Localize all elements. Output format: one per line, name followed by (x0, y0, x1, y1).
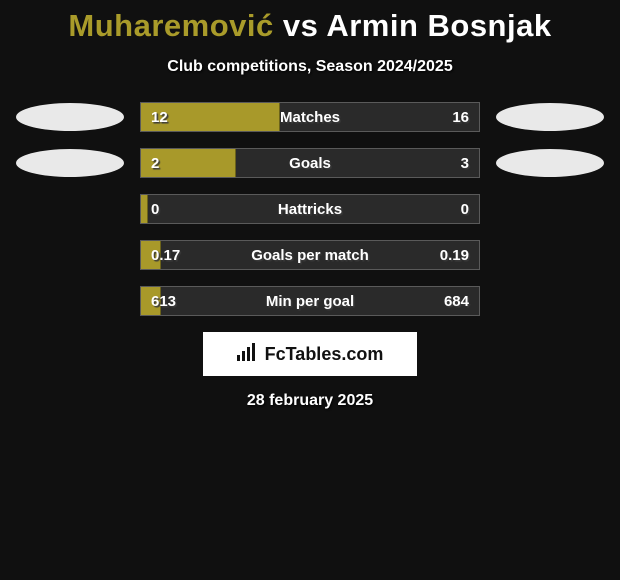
subtitle: Club competitions, Season 2024/2025 (0, 58, 620, 76)
stat-row: 2Goals3 (0, 148, 620, 178)
bars-icon (237, 343, 259, 366)
stat-label: Matches (141, 103, 479, 131)
stat-value-right: 0 (461, 195, 469, 223)
player1-marker (16, 149, 124, 177)
title-vs: vs (283, 8, 318, 43)
stat-value-right: 0.19 (440, 241, 469, 269)
branding-text: FcTables.com (265, 344, 384, 365)
player2-marker (496, 149, 604, 177)
stat-value-right: 684 (444, 287, 469, 315)
stat-bar: 0Hattricks0 (140, 194, 480, 224)
stat-value-right: 3 (461, 149, 469, 177)
stat-bar: 0.17Goals per match0.19 (140, 240, 480, 270)
stat-rows: 12Matches16 2Goals3 0Hattricks0 0.17Goals p… (0, 102, 620, 316)
stat-row: 0.17Goals per match0.19 (0, 240, 620, 270)
stat-bar: 12Matches16 (140, 102, 480, 132)
player1-marker (16, 103, 124, 131)
date-text: 28 february 2025 (0, 392, 620, 410)
stat-bar: 613Min per goal684 (140, 286, 480, 316)
stat-bar: 2Goals3 (140, 148, 480, 178)
stat-label: Goals (141, 149, 479, 177)
stat-row: 0Hattricks0 (0, 194, 620, 224)
stat-label: Min per goal (141, 287, 479, 315)
title-player2: Armin Bosnjak (326, 8, 551, 43)
title-player1: Muharemović (68, 8, 273, 43)
branding-badge: FcTables.com (203, 332, 417, 376)
stat-row: 613Min per goal684 (0, 286, 620, 316)
player2-marker (496, 103, 604, 131)
page-title: Muharemović vs Armin Bosnjak (0, 0, 620, 44)
stat-label: Goals per match (141, 241, 479, 269)
stat-label: Hattricks (141, 195, 479, 223)
stat-value-right: 16 (452, 103, 469, 131)
stat-row: 12Matches16 (0, 102, 620, 132)
